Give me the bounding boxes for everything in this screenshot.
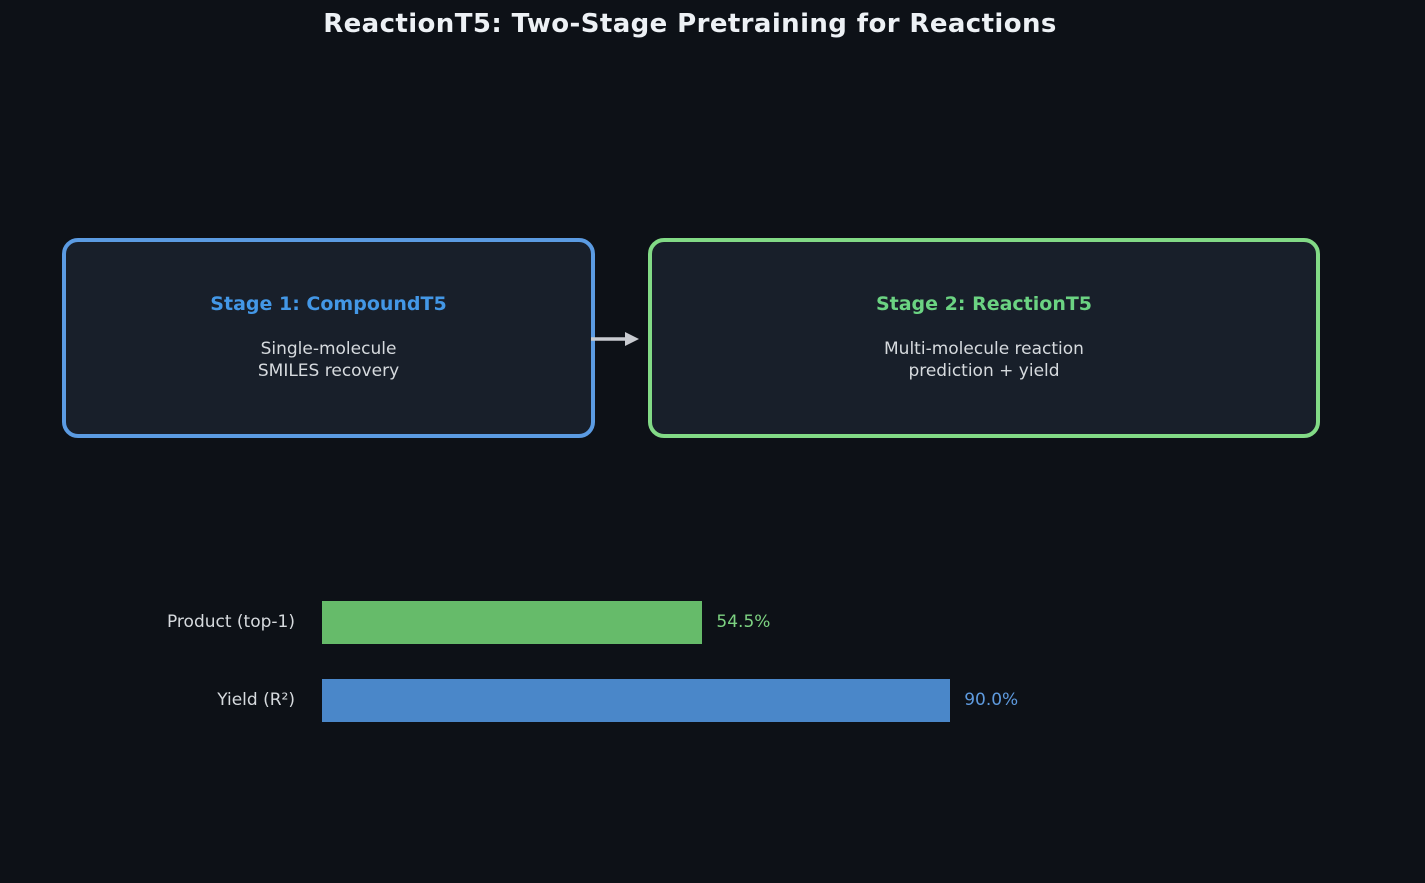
chart-row-product: Product (top-1) 54.5% <box>0 601 1425 644</box>
bar-value-label-yield: 90.0% <box>964 690 1019 710</box>
stage2-description: Multi-molecule reaction prediction + yie… <box>652 338 1316 382</box>
stage1-description: Single-molecule SMILES recovery <box>66 338 591 382</box>
chart-row-yield: Yield (R²) 90.0% <box>0 679 1425 722</box>
bar-product-top1 <box>322 601 703 644</box>
bar-category-label-product: Product (top-1) <box>166 612 295 632</box>
stage1-compoundt5-box: Stage 1: CompoundT5 Single-molecule SMIL… <box>62 238 595 438</box>
stage2-description-line2: prediction + yield <box>908 361 1060 381</box>
bar-yield-r2 <box>322 679 951 722</box>
stage2-title: Stage 2: ReactionT5 <box>875 293 1093 315</box>
figure-title: ReactionT5: Two-Stage Pretraining for Re… <box>323 9 1057 39</box>
stage2-reactiont5-box: Stage 2: ReactionT5 Multi-molecule react… <box>648 238 1320 438</box>
bar-category-label-yield: Yield (R²) <box>217 690 295 710</box>
flow-arrow-head <box>625 332 639 346</box>
flow-arrow-icon <box>591 332 639 346</box>
stage1-description-line2: SMILES recovery <box>257 361 400 381</box>
stage1-description-line1: Single-molecule <box>260 339 397 359</box>
bar-value-label-product: 54.5% <box>716 612 771 632</box>
stage2-description-line1: Multi-molecule reaction <box>884 339 1084 359</box>
stage1-title: Stage 1: CompoundT5 <box>210 293 447 315</box>
